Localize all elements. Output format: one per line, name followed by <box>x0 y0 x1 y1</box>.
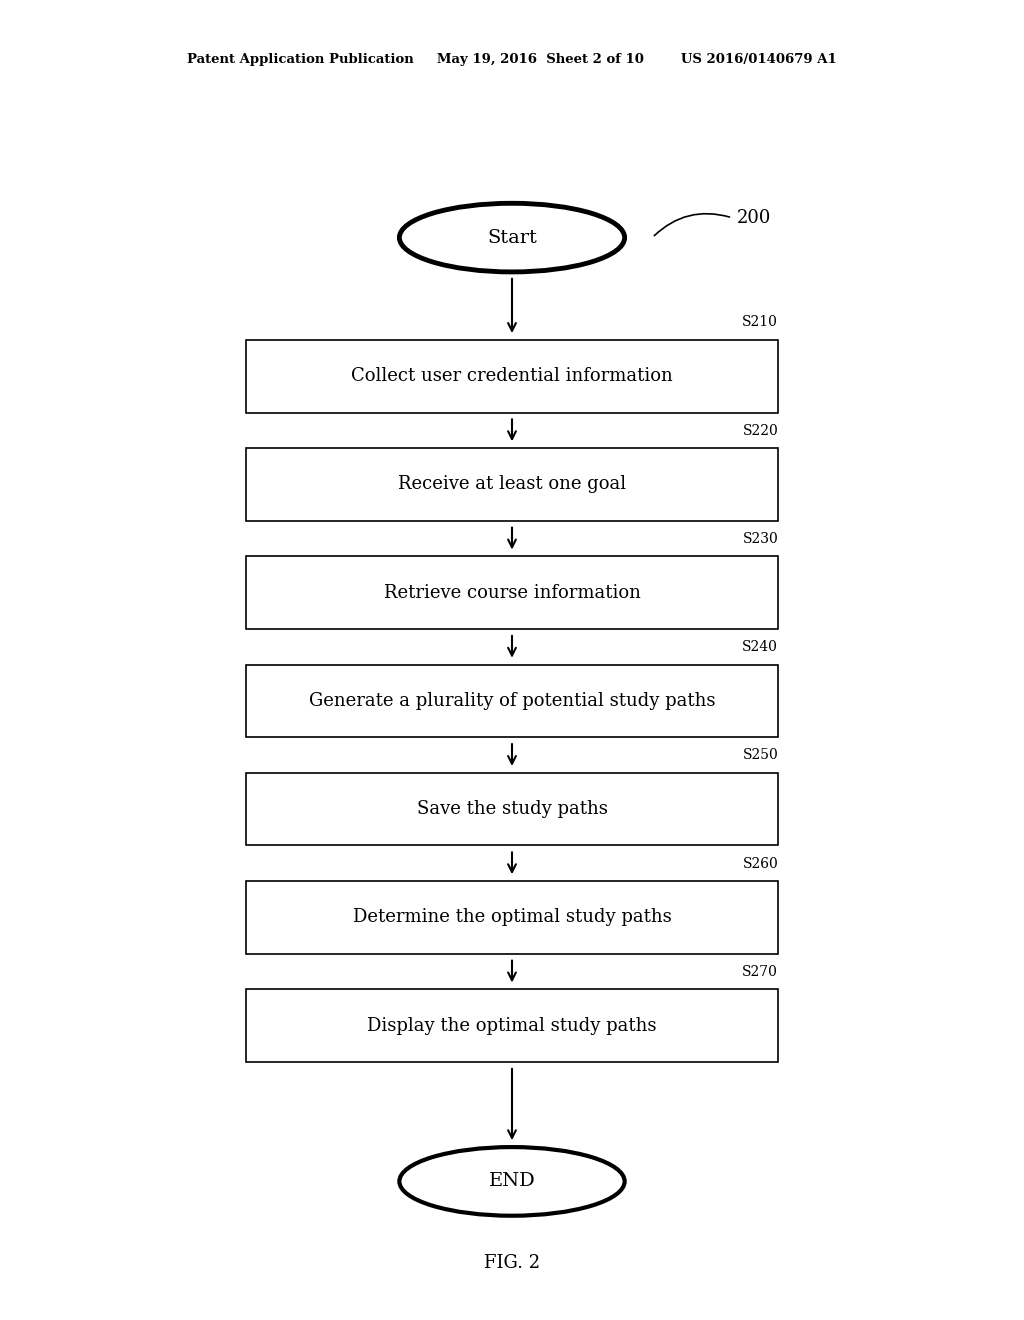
Text: S250: S250 <box>742 748 778 763</box>
Text: Receive at least one goal: Receive at least one goal <box>398 475 626 494</box>
Text: Display the optimal study paths: Display the optimal study paths <box>368 1016 656 1035</box>
Text: Save the study paths: Save the study paths <box>417 800 607 818</box>
Text: END: END <box>488 1172 536 1191</box>
Text: 200: 200 <box>737 209 772 227</box>
Text: FIG. 2: FIG. 2 <box>484 1254 540 1272</box>
Text: Retrieve course information: Retrieve course information <box>384 583 640 602</box>
Text: Determine the optimal study paths: Determine the optimal study paths <box>352 908 672 927</box>
Text: Patent Application Publication     May 19, 2016  Sheet 2 of 10        US 2016/01: Patent Application Publication May 19, 2… <box>187 53 837 66</box>
Text: Collect user credential information: Collect user credential information <box>351 367 673 385</box>
Text: S210: S210 <box>742 315 778 330</box>
Text: S270: S270 <box>742 965 778 979</box>
Text: S220: S220 <box>742 424 778 438</box>
Text: Start: Start <box>487 228 537 247</box>
Text: Generate a plurality of potential study paths: Generate a plurality of potential study … <box>309 692 715 710</box>
Text: S230: S230 <box>742 532 778 546</box>
Text: S240: S240 <box>742 640 778 655</box>
Text: S260: S260 <box>742 857 778 871</box>
